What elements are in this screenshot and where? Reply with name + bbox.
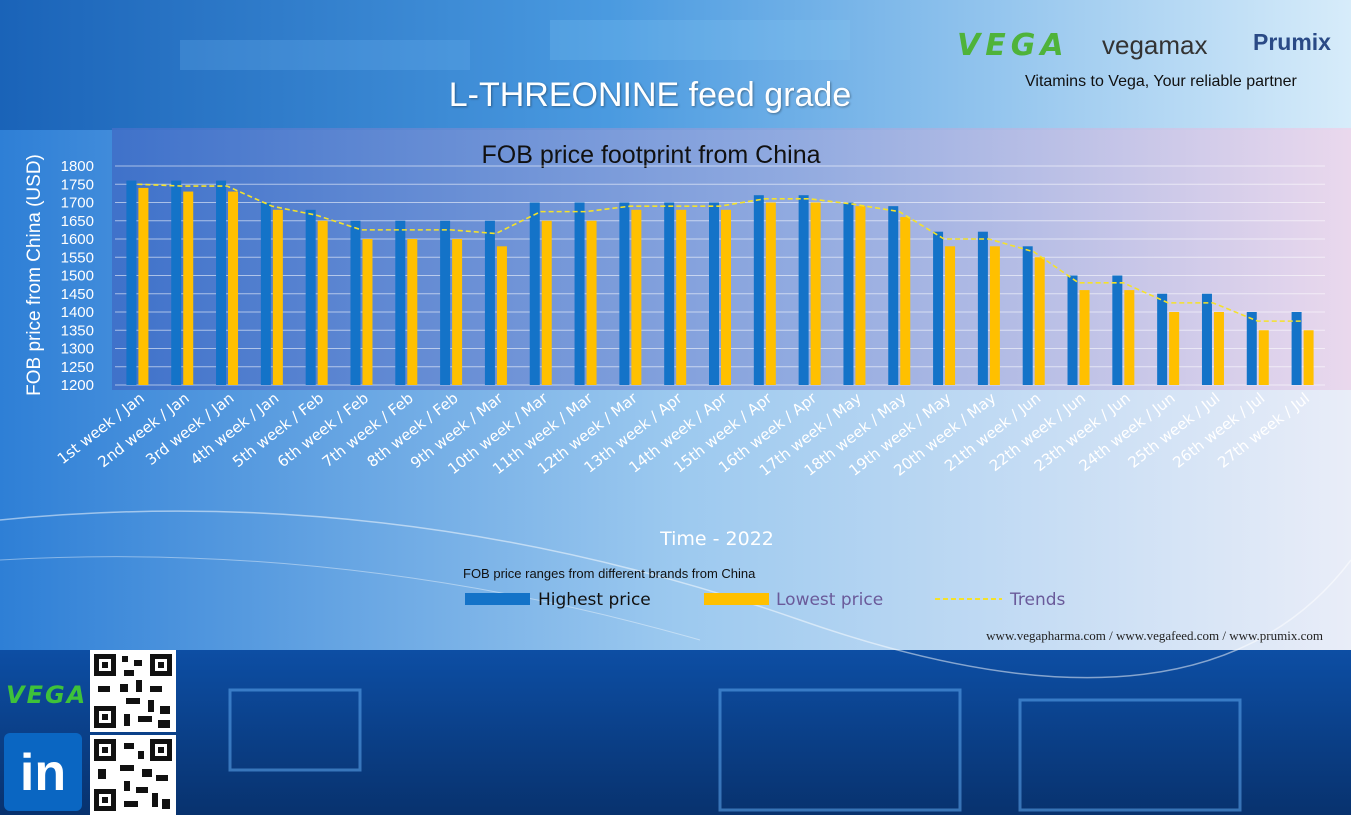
bar-highest bbox=[619, 202, 630, 385]
bar-lowest bbox=[765, 202, 776, 385]
bar-lowest bbox=[228, 191, 239, 385]
bar-highest bbox=[440, 220, 451, 385]
bar-lowest bbox=[855, 206, 866, 385]
bar-lowest bbox=[407, 239, 418, 385]
vegamax-logo: vegamax bbox=[1102, 30, 1208, 60]
bar-lowest bbox=[317, 220, 328, 385]
legend-title: FOB price ranges from different brands f… bbox=[463, 566, 756, 581]
bar-highest bbox=[529, 202, 540, 385]
y-tick-label: 1400 bbox=[61, 304, 94, 321]
bar-highest bbox=[664, 202, 675, 385]
qr-code-top bbox=[90, 650, 176, 732]
legend-label-highest: Highest price bbox=[538, 590, 651, 610]
footer-urls: www.vegapharma.com / www.vegafeed.com / … bbox=[986, 628, 1323, 643]
bar-lowest bbox=[1034, 257, 1045, 385]
bar-lowest bbox=[1213, 312, 1224, 385]
y-tick-label: 1650 bbox=[61, 213, 94, 230]
page-title: L-THREONINE feed grade bbox=[448, 76, 852, 114]
bar-highest bbox=[977, 231, 988, 385]
y-tick-label: 1450 bbox=[61, 286, 94, 303]
bar-highest bbox=[933, 231, 944, 385]
linkedin-icon[interactable]: in bbox=[4, 733, 82, 811]
bar-lowest bbox=[676, 209, 687, 385]
bar-lowest bbox=[586, 220, 597, 385]
bar-highest bbox=[126, 180, 137, 385]
bar-highest bbox=[305, 209, 316, 385]
legend-swatch-highest bbox=[465, 593, 530, 605]
legend-label-lowest: Lowest price bbox=[776, 590, 883, 610]
bar-highest bbox=[1157, 293, 1168, 385]
bar-highest bbox=[216, 180, 227, 385]
legend: Highest price Lowest price Trends bbox=[465, 590, 1066, 610]
bar-lowest bbox=[1124, 290, 1135, 385]
bar-highest bbox=[1246, 312, 1257, 385]
bar-lowest bbox=[138, 187, 149, 385]
bar-lowest bbox=[541, 220, 552, 385]
bar-highest bbox=[1201, 293, 1212, 385]
y-tick-label: 1200 bbox=[61, 377, 94, 394]
bar-lowest bbox=[810, 202, 821, 385]
trend-series-line bbox=[137, 183, 1303, 322]
bar-highest bbox=[1022, 246, 1033, 385]
y-tick-label: 1500 bbox=[61, 268, 94, 285]
y-tick-label: 1300 bbox=[61, 341, 94, 358]
bar-lowest bbox=[362, 239, 373, 385]
y-tick-label: 1750 bbox=[61, 176, 94, 193]
bar-lowest bbox=[989, 246, 1000, 385]
bar-highest bbox=[574, 202, 585, 385]
bar-lowest bbox=[945, 246, 956, 385]
legend-swatch-lowest bbox=[704, 593, 769, 605]
bar-lowest bbox=[496, 246, 507, 385]
qr-code-bottom bbox=[90, 735, 176, 815]
bar-highest bbox=[1291, 312, 1302, 385]
bar-highest bbox=[888, 206, 899, 385]
x-axis-label: Time - 2022 bbox=[659, 528, 774, 550]
bar-lowest bbox=[1258, 330, 1269, 385]
y-axis-label: FOB price from China (USD) bbox=[24, 154, 45, 396]
bar-highest bbox=[171, 180, 182, 385]
y-tick-label: 1350 bbox=[61, 322, 94, 339]
bar-lowest bbox=[1169, 312, 1180, 385]
gridlines bbox=[115, 165, 1325, 386]
footer-vega-logo: VEGA bbox=[6, 681, 88, 709]
bar-lowest bbox=[1303, 330, 1314, 385]
bars bbox=[126, 180, 1314, 385]
chart-title: FOB price footprint from China bbox=[481, 141, 820, 169]
bar-lowest bbox=[183, 191, 194, 385]
bar-highest bbox=[395, 220, 406, 385]
bar-highest bbox=[843, 202, 854, 385]
y-tick-label: 1700 bbox=[61, 195, 94, 212]
bar-lowest bbox=[900, 217, 911, 385]
bar-highest bbox=[1067, 275, 1078, 385]
bar-lowest bbox=[272, 209, 283, 385]
trend-line bbox=[137, 183, 1303, 322]
slogan: Vitamins to Vega, Your reliable partner bbox=[1025, 73, 1297, 90]
vega-logo: VEGA bbox=[957, 28, 1069, 63]
bar-highest bbox=[350, 220, 361, 385]
bar-highest bbox=[753, 195, 764, 385]
bar-highest bbox=[1112, 275, 1123, 385]
bar-lowest bbox=[631, 209, 642, 385]
bar-highest bbox=[798, 195, 809, 385]
bar-highest bbox=[484, 220, 495, 385]
bar-highest bbox=[260, 202, 271, 385]
bar-highest bbox=[709, 202, 719, 385]
prumix-logo: Prumix bbox=[1253, 29, 1331, 55]
y-tick-label: 1250 bbox=[61, 359, 94, 376]
bar-lowest bbox=[1079, 290, 1090, 385]
bar-lowest bbox=[452, 239, 463, 385]
y-tick-label: 1600 bbox=[61, 231, 94, 248]
y-tick-label: 1550 bbox=[61, 249, 94, 266]
bar-lowest bbox=[721, 209, 731, 385]
y-tick-label: 1800 bbox=[61, 158, 94, 175]
legend-label-trend: Trends bbox=[1009, 590, 1066, 610]
